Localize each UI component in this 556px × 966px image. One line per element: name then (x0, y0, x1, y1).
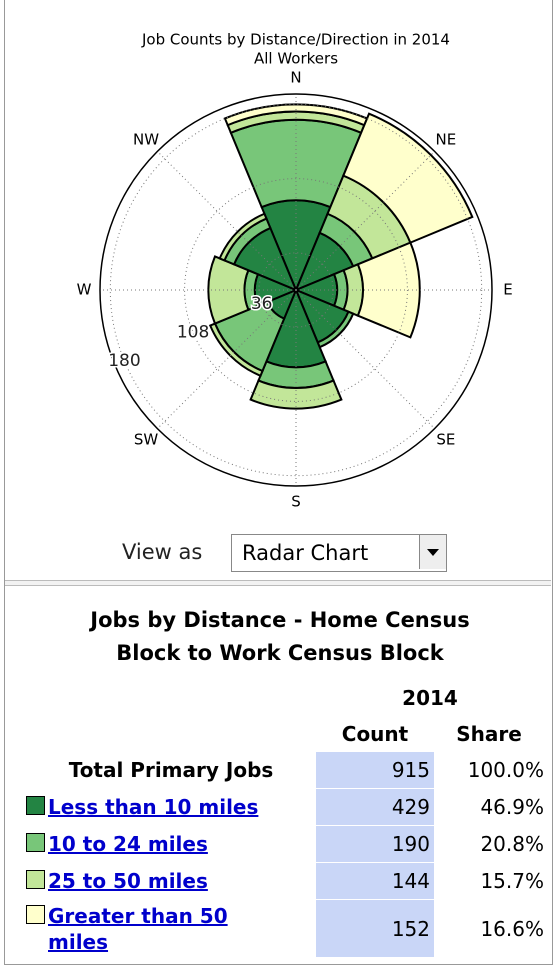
view-as: View as Radar Chart (0, 534, 556, 574)
direction-label: N (290, 69, 301, 87)
share: 20.8% (480, 832, 544, 856)
share: 46.9% (480, 795, 544, 819)
count: 915 (316, 752, 434, 789)
column-header: Share (456, 722, 522, 746)
spoke (157, 151, 297, 291)
share: 16.6% (480, 916, 544, 941)
table: 2014 Count Share Total Primary Jobs 915 1… (26, 680, 544, 958)
chart-title: Job Counts by Distance/Direction in 2014 (141, 31, 450, 49)
radial-tick-label: 180 (108, 351, 140, 371)
swatch (26, 796, 45, 815)
direction-label: NE (436, 131, 457, 149)
direction-label: S (291, 493, 301, 511)
swatch (26, 870, 45, 889)
radial-tick-label: 108 (177, 323, 209, 343)
table-row: Less than 10 miles 429 46.9% (26, 788, 544, 826)
table-row: 25 to 50 miles 144 15.7% (26, 862, 544, 900)
direction-label: SE (436, 430, 455, 448)
grid-ring (184, 178, 408, 402)
count: 190 (316, 825, 434, 863)
row-link[interactable]: 10 to 24 miles (48, 832, 208, 856)
dropdown-button[interactable] (419, 535, 446, 569)
wedge (342, 112, 474, 244)
row-link[interactable]: Greater than 50 miles (48, 903, 228, 954)
direction-label: SW (134, 430, 159, 448)
spoke (295, 151, 435, 291)
wedge (218, 212, 268, 262)
chart-subtitle: All Workers (254, 50, 338, 68)
direction-label: NW (133, 131, 159, 149)
view-as-label: View as (122, 540, 203, 564)
frame (4, 0, 553, 965)
wedge (208, 322, 264, 378)
share: 100.0% (467, 758, 544, 783)
dropdown[interactable]: Radar Chart (231, 534, 447, 572)
radial-tick-label: 36 (251, 294, 273, 314)
wedge (207, 255, 250, 325)
table-row: Greater than 50 miles 152 16.6% (26, 899, 544, 958)
direction-label: E (503, 281, 512, 299)
swatch (26, 904, 45, 924)
dropdown-value: Radar Chart (242, 541, 369, 565)
spoke (157, 289, 297, 429)
count: 144 (316, 862, 434, 900)
year-header: 2014 (402, 686, 458, 710)
row-label: Total Primary Jobs (68, 758, 274, 783)
table-title: Jobs by Distance - Home Census Block to … (90, 608, 470, 665)
grid-ring (109, 103, 483, 477)
column-header: Count (341, 722, 409, 746)
row-link[interactable]: Less than 10 miles (48, 795, 259, 819)
count: 429 (316, 788, 434, 826)
swatch (26, 833, 45, 852)
chart: Job Counts by Distance/Direction in 2014… (77, 31, 513, 511)
share: 15.7% (480, 869, 544, 893)
direction-label: W (77, 281, 92, 299)
row-link[interactable]: 25 to 50 miles (48, 869, 208, 893)
spoke (295, 289, 435, 429)
count: 152 (316, 899, 434, 958)
grid-ring (258, 252, 334, 328)
table-row: 10 to 24 miles 190 20.8% (26, 825, 544, 863)
outer-ring (99, 93, 493, 487)
divider[interactable] (5, 580, 551, 586)
